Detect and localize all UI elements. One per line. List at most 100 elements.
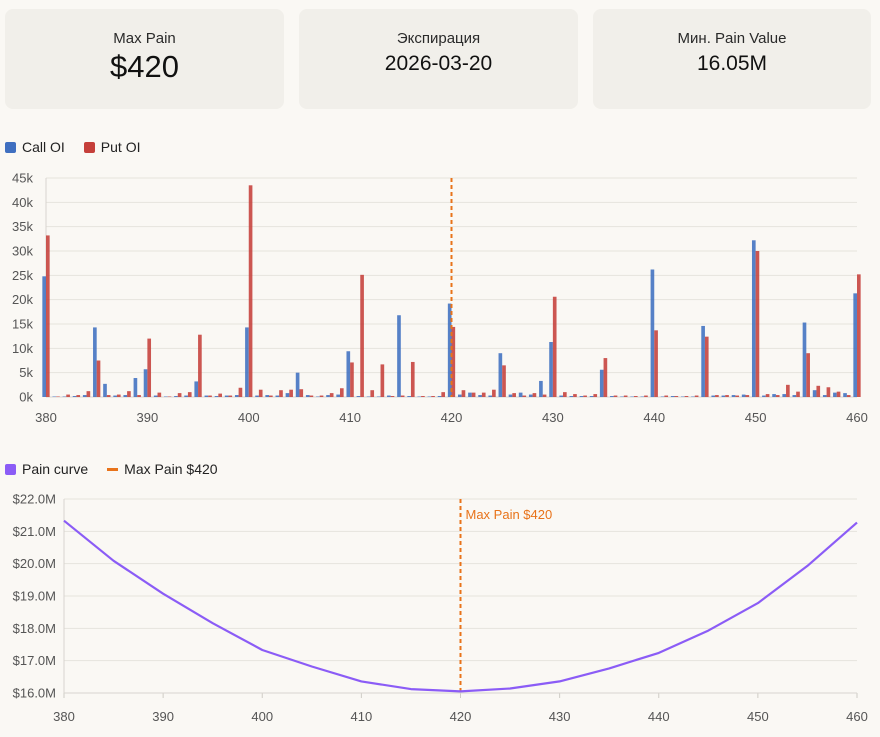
oi-x-tick-label: 380 bbox=[35, 410, 57, 425]
put-oi-bar bbox=[735, 395, 739, 397]
put-oi-bar bbox=[481, 392, 486, 397]
call-oi-bar bbox=[184, 395, 188, 397]
oi-y-tick-label: 20k bbox=[12, 292, 33, 307]
legend-max-pain[interactable]: Max Pain $420 bbox=[107, 461, 218, 477]
call-oi-bar bbox=[153, 395, 158, 397]
pain-x-tick-label: 390 bbox=[152, 709, 174, 724]
put-oi-bar bbox=[593, 394, 598, 397]
put-oi-bar bbox=[451, 326, 456, 397]
oi-x-tick-label: 460 bbox=[846, 410, 868, 425]
put-oi-bar bbox=[542, 394, 547, 397]
pain-x-tick-label: 440 bbox=[648, 709, 670, 724]
oi-x-tick-label: 390 bbox=[137, 410, 159, 425]
call-oi-bar bbox=[224, 395, 229, 397]
put-oi-bar bbox=[725, 395, 729, 397]
max-pain-line-swatch bbox=[107, 467, 119, 471]
put-oi-bar bbox=[704, 336, 709, 397]
put-oi-bar bbox=[380, 364, 385, 397]
put-oi-bar bbox=[66, 394, 70, 397]
put-oi-bar bbox=[289, 389, 293, 397]
put-oi-bar bbox=[258, 389, 263, 397]
pain-x-tick-label: 380 bbox=[53, 709, 75, 724]
call-oi-bar bbox=[468, 392, 472, 397]
oi-x-tick-label: 440 bbox=[643, 410, 665, 425]
call-oi-bar bbox=[407, 396, 411, 397]
legend-pain-curve[interactable]: Pain curve bbox=[5, 461, 88, 477]
oi-y-tick-label: 15k bbox=[12, 317, 33, 332]
put-oi-bar bbox=[116, 394, 121, 397]
put-oi-bar bbox=[654, 330, 658, 397]
put-oi-bar bbox=[552, 296, 557, 397]
put-oi-bar bbox=[603, 358, 608, 397]
call-oi-bar bbox=[751, 240, 756, 397]
put-oi-bar bbox=[664, 395, 669, 397]
call-oi-bar bbox=[782, 394, 787, 397]
pain-curve-line bbox=[63, 519, 858, 693]
max-pain-label: Max Pain bbox=[113, 30, 176, 47]
legend-put-oi[interactable]: Put OI bbox=[83, 139, 140, 155]
put-oi-bar bbox=[522, 395, 527, 397]
put-oi-bar bbox=[319, 395, 324, 397]
call-oi-bar bbox=[204, 395, 209, 397]
call-oi-bar bbox=[833, 392, 837, 397]
call-oi-bar bbox=[549, 342, 553, 397]
put-oi-bar bbox=[431, 396, 435, 397]
put-oi-bar bbox=[816, 385, 821, 397]
pain-y-tick-label: $17.0M bbox=[13, 653, 56, 668]
put-oi-bar bbox=[613, 395, 618, 397]
put-oi-bar bbox=[157, 392, 162, 397]
put-oi-bar bbox=[350, 362, 354, 397]
call-oi-bar bbox=[143, 369, 148, 397]
pain-swatch bbox=[5, 463, 16, 475]
call-oi-bar bbox=[741, 394, 746, 397]
put-oi-bar bbox=[248, 185, 253, 397]
put-oi-bar bbox=[715, 395, 719, 397]
call-oi-bar bbox=[245, 327, 249, 397]
oi-legend: Call OI Put OI bbox=[5, 139, 159, 155]
put-oi-bar bbox=[127, 391, 131, 397]
call-oi-bar bbox=[792, 395, 797, 397]
oi-x-tick-label: 450 bbox=[745, 410, 767, 425]
call-oi-bar bbox=[559, 395, 564, 397]
pain-x-tick-label: 410 bbox=[351, 709, 373, 724]
pain-x-tick-label: 450 bbox=[747, 709, 769, 724]
put-oi-bar bbox=[441, 392, 446, 397]
min-pain-card: Мин. Pain Value 16.05M bbox=[593, 9, 871, 109]
put-oi-bar bbox=[461, 390, 466, 397]
put-oi-bar bbox=[329, 393, 334, 397]
call-oi-bar bbox=[285, 393, 290, 397]
put-oi-bar bbox=[137, 395, 141, 397]
put-oi-bar bbox=[147, 338, 152, 397]
put-oi-bar bbox=[96, 360, 101, 397]
call-oi-bar bbox=[265, 395, 270, 397]
call-oi-bar bbox=[234, 395, 239, 397]
oi-y-tick-label: 0k bbox=[19, 390, 33, 405]
call-oi-bar bbox=[255, 395, 259, 397]
put-oi-bar bbox=[573, 394, 577, 397]
call-oi-bar bbox=[488, 395, 493, 397]
oi-y-tick-label: 30k bbox=[12, 244, 33, 259]
put-oi-bar bbox=[684, 396, 689, 397]
oi-y-tick-label: 10k bbox=[12, 341, 33, 356]
put-oi-bar bbox=[390, 396, 395, 397]
call-oi-bar bbox=[93, 327, 97, 397]
put-oi-bar bbox=[471, 392, 476, 397]
pain-y-tick-label: $20.0M bbox=[13, 556, 56, 571]
oi-x-tick-label: 420 bbox=[441, 410, 463, 425]
call-oi-bar bbox=[478, 395, 482, 397]
call-oi-bar bbox=[103, 383, 107, 397]
expiration-label: Экспирация bbox=[396, 30, 481, 47]
put-oi-bar bbox=[674, 396, 679, 397]
put-oi-bar bbox=[86, 391, 91, 397]
call-oi-bar bbox=[610, 396, 614, 397]
put-swatch bbox=[83, 141, 95, 153]
oi-bar-chart: 0k 5k 10k 15k 20k 25k 30k 35k 40k 45k 380 390 400 410… bbox=[12, 171, 868, 426]
put-oi-bar bbox=[755, 251, 760, 397]
call-oi-bar bbox=[133, 378, 138, 397]
call-oi-bar bbox=[346, 351, 351, 397]
call-oi-bar bbox=[650, 269, 655, 397]
call-oi-bar bbox=[174, 396, 178, 397]
put-oi-bar bbox=[532, 393, 537, 397]
legend-call-oi[interactable]: Call OI bbox=[5, 139, 65, 155]
call-oi-bar bbox=[528, 394, 533, 397]
